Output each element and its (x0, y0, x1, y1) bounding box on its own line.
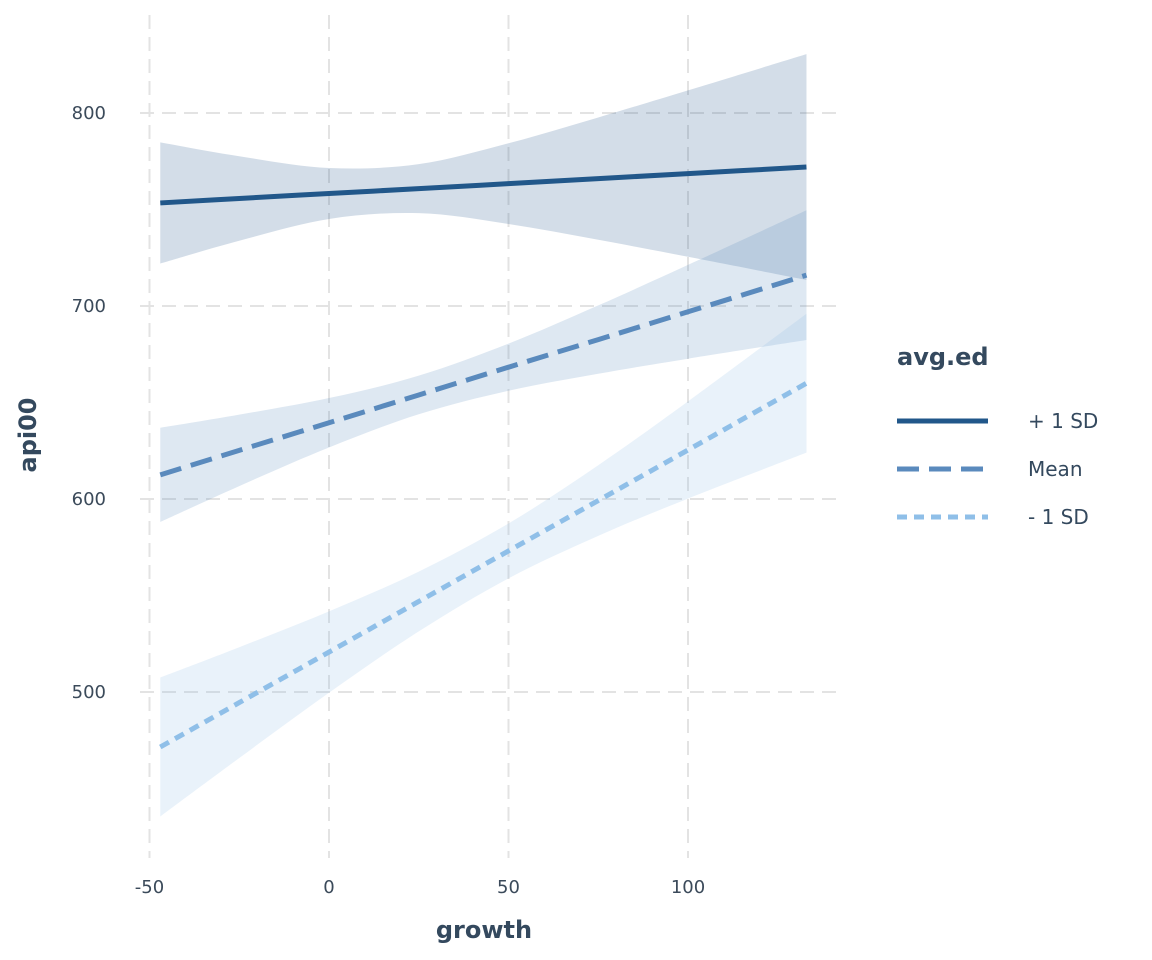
legend-label: + 1 SD (1028, 409, 1098, 433)
series-line-mean (159, 272, 808, 478)
y-tick-label: 600 (72, 489, 106, 510)
confidence-band-minus-1sd (160, 313, 807, 817)
x-tick-label: 50 (497, 877, 520, 898)
confidence-band-mean (160, 210, 807, 522)
x-tick-label: -50 (135, 877, 164, 898)
y-axis-ticks: 500 600 700 800 (72, 103, 106, 703)
legend: avg.ed + 1 SD Mean - 1 SD (897, 343, 1098, 529)
y-axis-title: api00 (14, 398, 42, 473)
x-tick-label: 0 (323, 877, 334, 898)
legend-label: - 1 SD (1028, 505, 1089, 529)
series-lines (159, 164, 808, 750)
series-line-plus-1sd (160, 164, 807, 206)
legend-label: Mean (1028, 457, 1083, 481)
y-tick-label: 500 (72, 682, 106, 703)
legend-title: avg.ed (897, 343, 989, 371)
confidence-bands (160, 54, 807, 817)
x-axis-title: growth (436, 916, 532, 944)
y-tick-label: 700 (72, 296, 106, 317)
series-line-minus-1sd (159, 381, 808, 750)
gridlines (140, 15, 840, 858)
y-tick-label: 800 (72, 103, 106, 124)
x-axis-ticks: -50 0 50 100 (135, 877, 705, 898)
confidence-band-plus-1sd (160, 54, 807, 280)
x-tick-label: 100 (671, 877, 705, 898)
